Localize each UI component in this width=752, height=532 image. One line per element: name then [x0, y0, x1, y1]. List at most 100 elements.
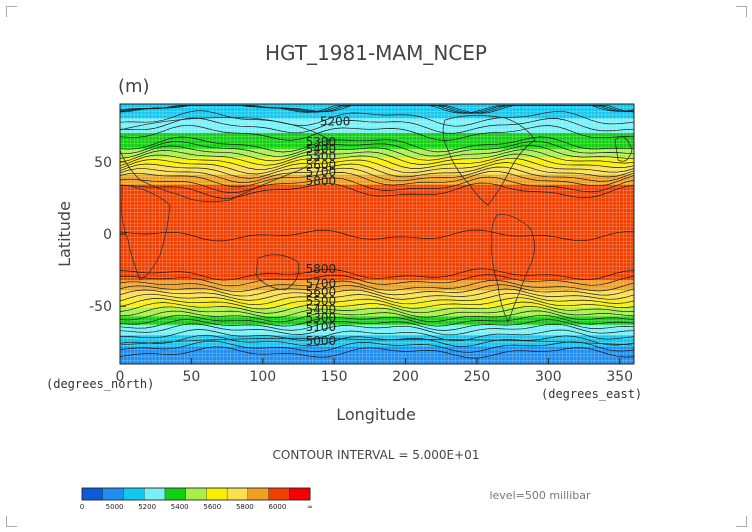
colorbar-label: 6000: [269, 503, 287, 511]
x-axis-label: Longitude: [336, 405, 416, 424]
continent-south-america: [491, 214, 535, 324]
contour-line: [119, 157, 635, 175]
contour-line: [119, 124, 635, 141]
contour-label: 5300: [306, 311, 337, 325]
continent-north-america: [442, 115, 536, 206]
x-tick-label: 0: [116, 369, 125, 385]
crop-mark-top-right: [736, 6, 747, 17]
contour-line: [119, 292, 635, 306]
colorbar-label: 0: [80, 503, 84, 511]
level-text: level=500 millibar: [489, 489, 591, 502]
contour-line: [119, 310, 635, 323]
contour-interval-text: CONTOUR INTERVAL = 5.000E+01: [273, 448, 480, 462]
contour-label: 5400: [306, 302, 337, 316]
contour-line: [119, 284, 635, 297]
contour-line: [119, 176, 635, 194]
contour-label: 5500: [306, 294, 337, 308]
contour-line: [119, 110, 635, 127]
y-tick-label: -50: [89, 299, 112, 315]
colorbar-swatch: [102, 487, 124, 501]
colorbar: 0 5000 5200 5400 5600 5800 6000 ∞: [80, 487, 313, 511]
contour-label: 5800: [306, 262, 337, 276]
crop-mark-bottom-right: [736, 516, 747, 527]
colorbar-swatch: [289, 487, 311, 501]
x-tick-label: 350: [606, 369, 633, 385]
contour-line: [119, 229, 635, 242]
colorbar-swatch: [185, 487, 207, 501]
contour-line: [119, 136, 635, 153]
x-tick-label: 200: [392, 369, 419, 385]
plot-area: 5200530054005500560057005800580057005600…: [119, 103, 635, 365]
crop-mark-bottom-left: [6, 516, 17, 527]
contour-line: [119, 149, 635, 166]
colorbar-label: ∞: [307, 503, 313, 511]
contour-line: [119, 340, 635, 353]
contour-line: [119, 319, 635, 331]
y-axis-ticks: -50 0 50: [89, 155, 126, 315]
colorbar-label: 5000: [106, 503, 124, 511]
colorbar-swatch: [164, 487, 187, 501]
contour-line: [119, 162, 635, 179]
contour-line: [119, 117, 635, 134]
contour-label: 5700: [306, 276, 337, 290]
contour-line: [119, 346, 635, 359]
contour-label: 5800: [306, 174, 337, 188]
contour-line: [119, 279, 635, 293]
crop-mark-top-left: [6, 6, 17, 17]
x-tick-label: 300: [535, 369, 562, 385]
x-tick-label: 250: [464, 369, 491, 385]
contour-line: [119, 288, 635, 301]
colorbar-label: 5600: [203, 503, 221, 511]
contour-label: 5000: [306, 334, 337, 348]
colorbar-swatch: [268, 487, 290, 501]
contour-line: [119, 329, 635, 342]
contour-line: [119, 105, 635, 114]
contour-line: [119, 323, 635, 336]
contour-line: [119, 145, 635, 162]
contour-label: 5100: [306, 320, 337, 334]
colorbar-label: 5200: [138, 503, 156, 511]
contour-line: [119, 314, 635, 327]
colorbar-label: 5800: [236, 503, 254, 511]
x-unit-label: (degrees_east): [541, 387, 642, 401]
colorbar-label: 5400: [171, 503, 189, 511]
contour-line: [119, 274, 635, 287]
x-tick-label: 150: [321, 369, 348, 385]
contour-lines: [119, 105, 635, 359]
chart-title: HGT_1981-MAM_NCEP: [265, 41, 487, 65]
colorbar-swatch: [247, 487, 270, 501]
contour-label: 5500: [306, 149, 337, 163]
contour-line: [119, 166, 635, 183]
contour-line: [119, 170, 635, 188]
contour-label: 5600: [306, 285, 337, 299]
contour-line: [119, 297, 635, 310]
y-unit-label: (degrees_north): [46, 377, 154, 391]
continent-outlines: [119, 115, 633, 346]
y-tick-label: 0: [103, 227, 112, 243]
y-axis-label: Latitude: [55, 201, 74, 267]
contour-line: [119, 334, 635, 347]
contour-line: [119, 140, 635, 157]
contour-line: [119, 301, 635, 314]
contour-line: [119, 305, 635, 319]
contour-label: 5200: [320, 115, 351, 129]
y-tick-label: 50: [94, 155, 112, 171]
colorbar-swatch: [206, 487, 228, 501]
continent-antarctica: [119, 337, 633, 346]
colorbar-swatch: [143, 487, 166, 501]
x-axis-ticks: 0 50 100 150 200 250 300 350: [116, 358, 633, 385]
contour-line: [119, 268, 635, 281]
contour-label: 5400: [306, 142, 337, 156]
units-label: (m): [118, 76, 150, 97]
colorbar-swatch: [226, 487, 249, 501]
x-tick-label: 100: [249, 369, 276, 385]
colorbar-swatch: [123, 487, 145, 501]
x-tick-label: 50: [182, 369, 200, 385]
contour-labels: 5200530054005500560057005800580057005600…: [306, 115, 351, 349]
colorbar-frame: [81, 487, 311, 501]
contour-label: 5700: [306, 165, 337, 179]
contour-label: 5600: [306, 158, 337, 172]
colorbar-swatch: [81, 487, 104, 501]
contour-label: 5300: [306, 135, 337, 149]
